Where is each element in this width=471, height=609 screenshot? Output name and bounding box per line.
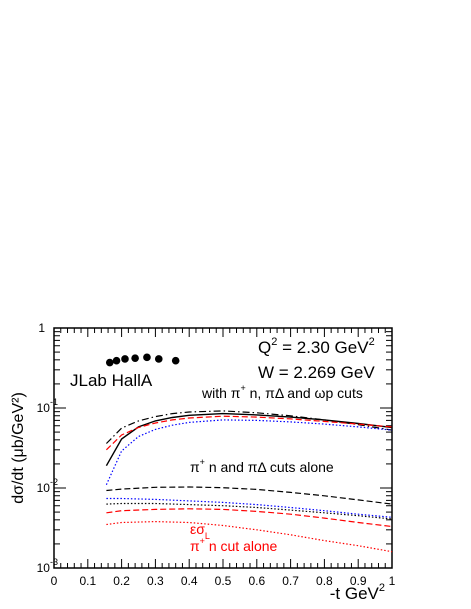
- data-point: [154, 355, 163, 363]
- x-tick-label: 0.2: [113, 574, 130, 588]
- label-pin-pidelta: π+ n and πΔ cuts alone: [190, 457, 334, 475]
- series-group: [105, 410, 393, 553]
- series-line-6: [106, 497, 393, 518]
- label-pin-alone: π+ n cut alone: [190, 536, 278, 554]
- data-point: [112, 356, 121, 365]
- y-tick-label: 10-2: [37, 477, 58, 495]
- x-axis-title: -t GeV2: [330, 582, 385, 603]
- y-tick-label: 10-3: [37, 557, 58, 575]
- data-points: [105, 353, 180, 367]
- x-tick-label: 0.3: [147, 574, 164, 588]
- y-axis-title: dσ/dt (μb/GeV²): [10, 392, 27, 504]
- data-point: [143, 353, 151, 362]
- data-point: [105, 358, 114, 367]
- x-tick-label: 0.9: [350, 574, 367, 588]
- data-point: [171, 356, 180, 365]
- x-tick-labels: 0 0.1 0.2 0.3 0.4 0.5 0.6 0.7 0.8 0.9 1: [51, 574, 396, 588]
- x-tick-label: 0.7: [282, 574, 299, 588]
- x-tick-label: 0.4: [181, 574, 198, 588]
- x-tick-label: 0.6: [248, 574, 265, 588]
- axis-ticks: [53, 327, 393, 569]
- x-tick-label: 0.8: [316, 574, 333, 588]
- series-line-4: [105, 419, 393, 485]
- x-tick-label: 0.1: [79, 574, 96, 588]
- q2-annotation: Q2 = 2.30 GeV2: [258, 336, 375, 357]
- data-point: [121, 355, 129, 363]
- y-tick-label: 1: [38, 321, 45, 335]
- label-all-cuts: with π+ n, πΔ and ωp cuts: [201, 383, 363, 401]
- y-tick-label: 10-1: [37, 397, 58, 415]
- x-tick-label: 1: [389, 574, 396, 588]
- y-tick-labels: 10-3 10-2 10-1 1: [37, 321, 58, 575]
- series-line-8: [106, 508, 393, 528]
- series-line-9: [106, 520, 393, 553]
- w-annotation: W = 2.269 GeV: [258, 363, 375, 382]
- data-point: [131, 354, 139, 362]
- dataset-label: JLab HallA: [70, 371, 153, 390]
- x-tick-label: 0: [51, 574, 58, 588]
- series-line-3: [105, 415, 393, 451]
- label-eps-sigma-l: εσL: [190, 521, 210, 541]
- series-line-7: [106, 502, 393, 520]
- series-line-5: [106, 486, 393, 505]
- series-line-1: [105, 412, 393, 467]
- x-tick-label: 0.5: [215, 574, 232, 588]
- series-line-2: [105, 410, 393, 444]
